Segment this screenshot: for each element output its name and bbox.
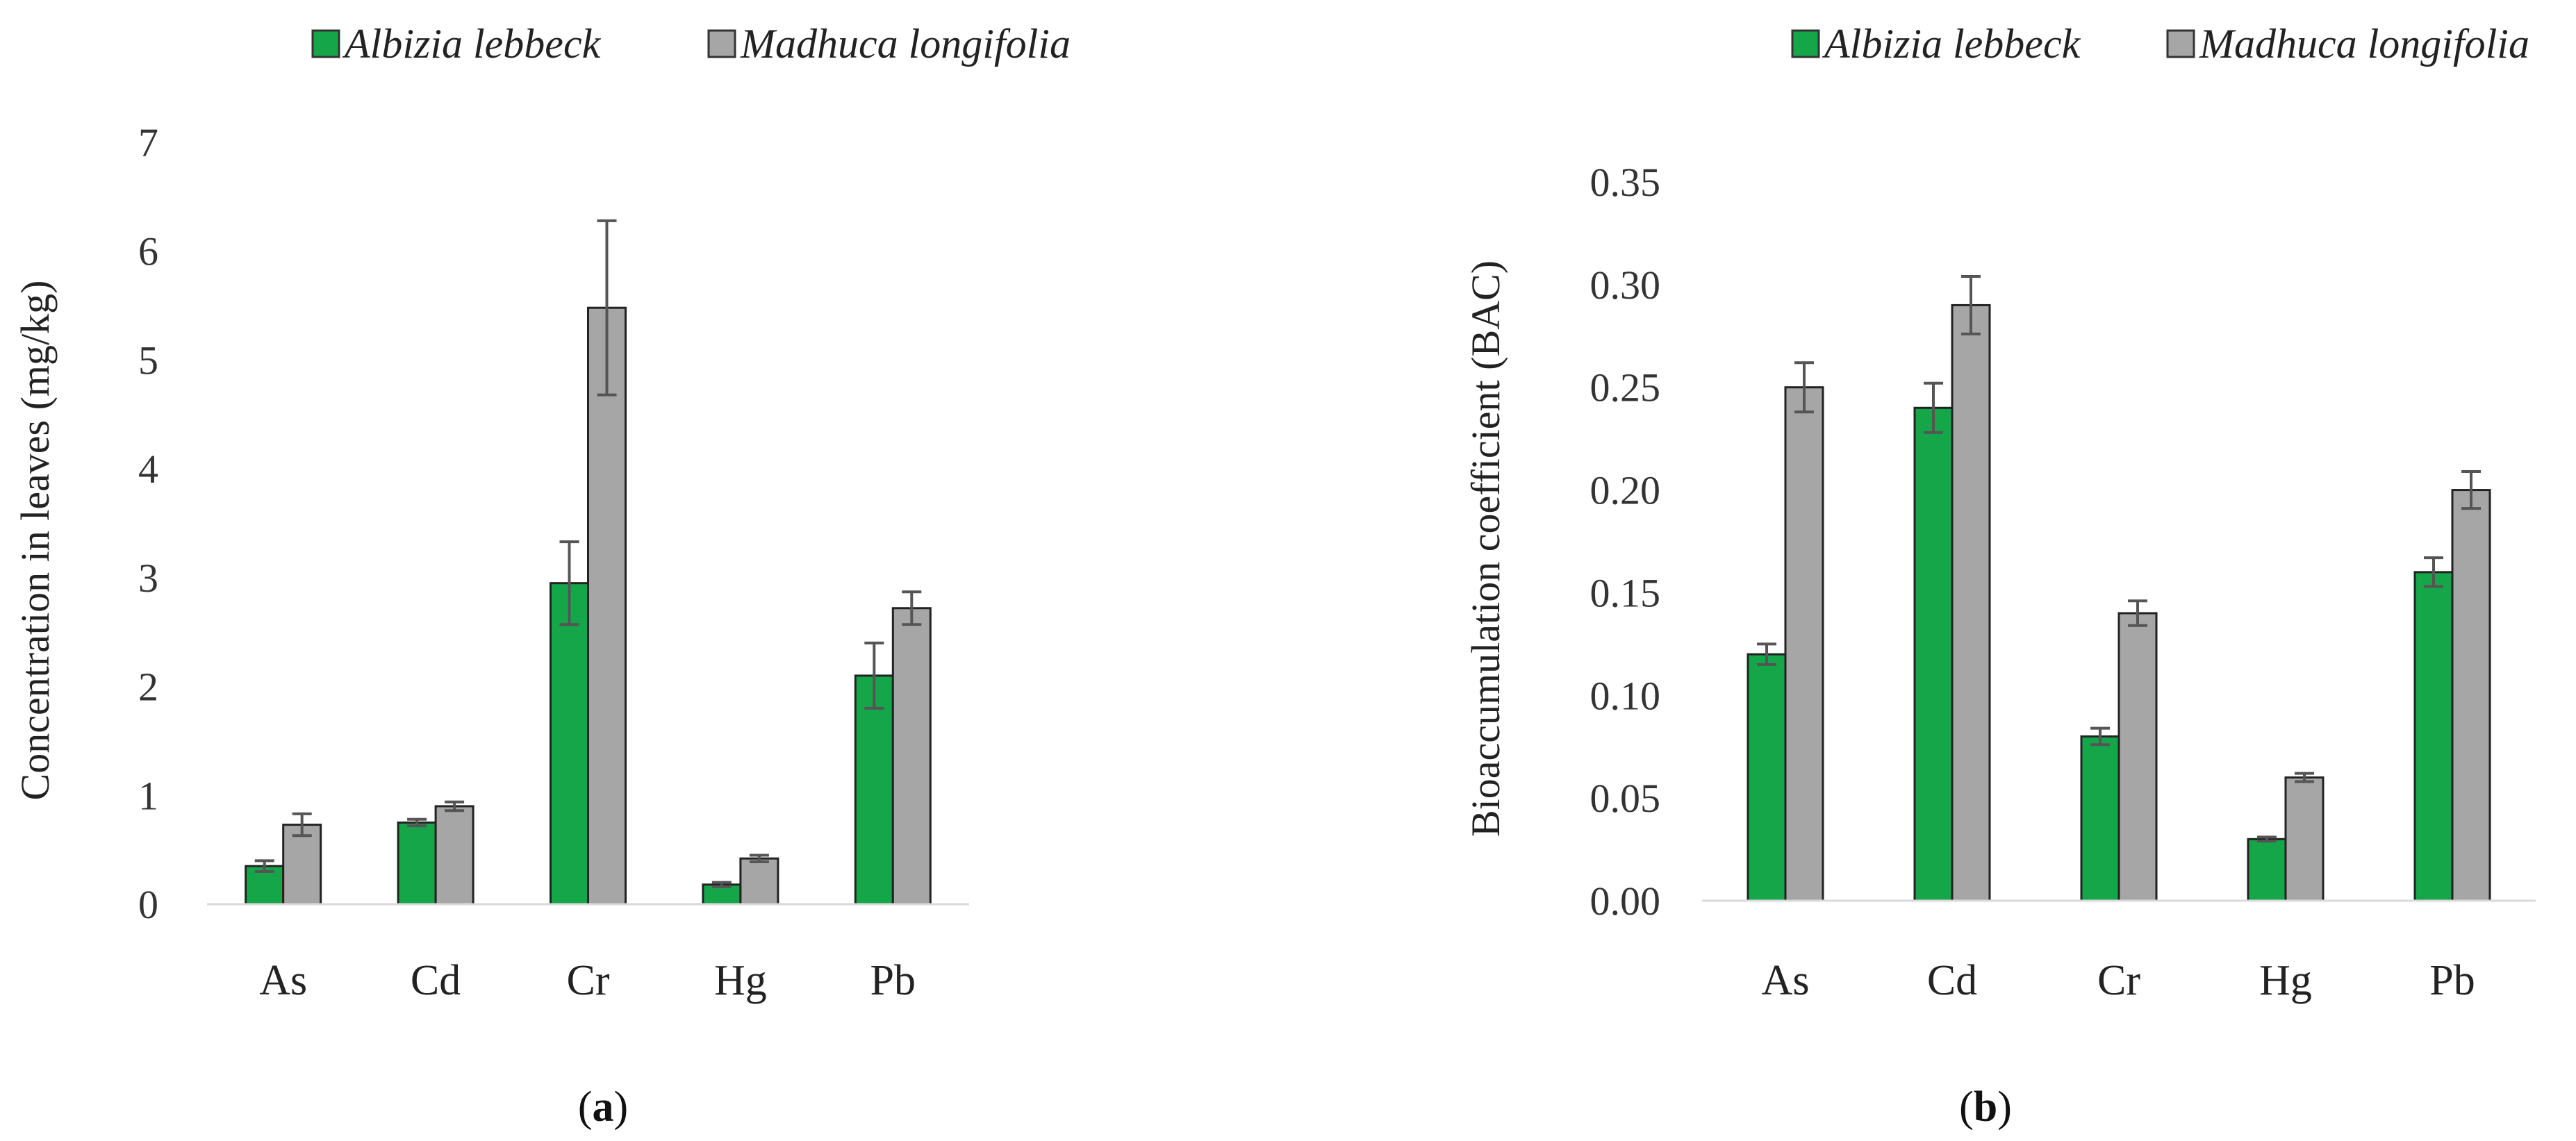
- y-axis-label-b: Bioaccumulation coefficient (BAC): [1463, 260, 1508, 837]
- y-tick-label: 0.25: [1590, 365, 1661, 410]
- y-tick-label: 4: [138, 447, 158, 492]
- y-tick-label: 0.00: [1590, 878, 1661, 924]
- y-tick-label: 1: [138, 773, 158, 818]
- legend-b: Albizia lebbeck Madhuca longifolia: [1791, 21, 2529, 67]
- error-bar-albizia-lebbeck-cr: [559, 540, 579, 626]
- error-bar-albizia-lebbeck-as: [1757, 642, 1776, 666]
- legend-label-madhuca: Madhuca longifolia: [2199, 21, 2529, 67]
- y-axis-label-a: Concentration in leaves (mg/kg): [13, 281, 58, 801]
- chart-a: Albizia lebbeck Madhuca longifolia Conce…: [13, 21, 1071, 1131]
- y-tick-label: 2: [138, 665, 158, 710]
- x-category-label: Cr: [567, 957, 610, 1004]
- chart-b: Albizia lebbeck Madhuca longifolia Bioac…: [1463, 21, 2536, 1131]
- error-bar-madhuca-longifolia-hg: [2295, 772, 2314, 783]
- y-tick-label: 7: [138, 120, 158, 165]
- bar-madhuca-longifolia-hg: [739, 857, 779, 906]
- y-tick-label: 0.35: [1590, 160, 1661, 205]
- y-tick-label: 0.10: [1590, 673, 1661, 718]
- categories-b: As Cd Cr Hg Pb: [1762, 957, 2475, 1004]
- error-bar-albizia-lebbeck-cr: [2090, 726, 2110, 747]
- error-bar-albizia-lebbeck-hg: [711, 881, 732, 888]
- x-category-label: Cd: [411, 957, 461, 1004]
- error-bar-albizia-lebbeck-pb: [2424, 556, 2443, 588]
- bar-albizia-lebbeck-pb: [854, 674, 894, 906]
- error-bar-albizia-lebbeck-cd: [407, 817, 427, 828]
- x-category-label: Hg: [714, 957, 767, 1004]
- legend-swatch-madhuca: [2166, 29, 2195, 58]
- error-bar-albizia-lebbeck-cd: [1924, 381, 1943, 434]
- error-bar-madhuca-longifolia-hg: [749, 853, 769, 863]
- legend-label-albizia: Albizia lebbeck: [1822, 21, 2081, 67]
- error-bar-madhuca-longifolia-as: [292, 812, 312, 838]
- y-tick-label: 0.15: [1590, 570, 1661, 615]
- y-tick-label: 6: [138, 229, 158, 274]
- x-category-label: Cr: [2097, 957, 2140, 1004]
- bar-madhuca-longifolia-pb: [891, 607, 932, 906]
- y-tick-label: 0.30: [1590, 263, 1661, 308]
- bar-madhuca-longifolia-cr: [2117, 612, 2158, 902]
- error-bar-madhuca-longifolia-cd: [445, 800, 465, 813]
- error-bar-madhuca-longifolia-pb: [902, 590, 922, 626]
- bar-madhuca-longifolia-as: [1784, 386, 1824, 902]
- bars-a: [245, 219, 932, 906]
- panel-label-a: (a): [578, 1083, 628, 1131]
- error-bar-albizia-lebbeck-hg: [2257, 835, 2277, 843]
- categories-a: As Cd Cr Hg Pb: [259, 957, 916, 1004]
- bar-albizia-lebbeck-as: [1747, 653, 1787, 902]
- bar-madhuca-longifolia-hg: [2284, 776, 2325, 902]
- y-tick-label: 0.05: [1590, 776, 1661, 821]
- bar-madhuca-longifolia-cd: [434, 805, 474, 906]
- bar-albizia-lebbeck-cd: [397, 821, 437, 906]
- y-ticks-b: 0.00 0.05 0.10 0.15 0.20 0.25 0.30 0.35: [1590, 160, 1661, 924]
- legend-label-albizia: Albizia lebbeck: [342, 21, 602, 67]
- error-bar-madhuca-longifolia-pb: [2461, 469, 2481, 510]
- error-bar-albizia-lebbeck-pb: [864, 641, 884, 710]
- bar-madhuca-longifolia-cd: [1951, 303, 1991, 902]
- bars-b: [1747, 275, 2491, 902]
- y-tick-label: 3: [138, 556, 158, 601]
- y-tick-label: 5: [138, 338, 158, 383]
- x-category-label: As: [259, 957, 307, 1004]
- bar-albizia-lebbeck-cr: [2080, 735, 2120, 902]
- y-ticks-a: 0 1 2 3 4 5 6 7: [138, 120, 158, 927]
- error-bar-albizia-lebbeck-as: [254, 859, 274, 873]
- panel-label-b: (b): [1959, 1083, 2012, 1131]
- bar-albizia-lebbeck-pb: [2413, 571, 2454, 902]
- bar-albizia-lebbeck-cd: [1913, 406, 1954, 902]
- bar-madhuca-longifolia-cr: [587, 306, 627, 906]
- error-bar-madhuca-longifolia-as: [1794, 361, 1814, 414]
- legend-swatch-albizia: [311, 29, 340, 58]
- bar-madhuca-longifolia-pb: [2451, 489, 2491, 902]
- legend-a: Albizia lebbeck Madhuca longifolia: [311, 21, 1071, 67]
- y-tick-label: 0: [138, 882, 158, 927]
- x-category-label: Pb: [2429, 957, 2475, 1004]
- x-category-label: Hg: [2259, 957, 2312, 1004]
- bar-albizia-lebbeck-hg: [2247, 838, 2287, 902]
- x-category-label: Pb: [870, 957, 916, 1004]
- error-bar-madhuca-longifolia-cr: [597, 219, 617, 397]
- bar-albizia-lebbeck-cr: [550, 582, 589, 906]
- x-category-label: Cd: [1927, 957, 1977, 1004]
- legend-swatch-albizia: [1791, 29, 1820, 58]
- error-bar-madhuca-longifolia-cr: [2128, 599, 2147, 627]
- legend-swatch-madhuca: [707, 29, 736, 58]
- error-bar-madhuca-longifolia-cd: [1961, 275, 1981, 335]
- y-tick-label: 0.20: [1590, 468, 1661, 513]
- x-category-label: As: [1762, 957, 1810, 1004]
- legend-label-madhuca: Madhuca longifolia: [740, 21, 1071, 67]
